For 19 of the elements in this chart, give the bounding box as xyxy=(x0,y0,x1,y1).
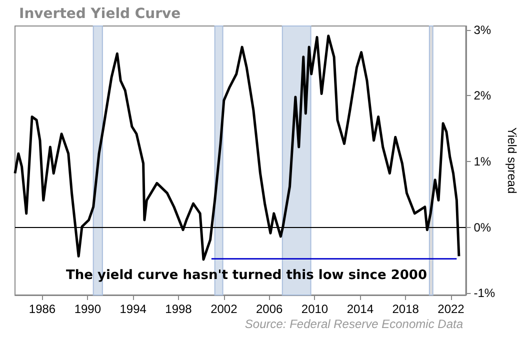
chart-title: Inverted Yield Curve xyxy=(19,6,181,22)
x-tick-label: 1990 xyxy=(74,302,102,316)
x-tick-label: 2022 xyxy=(438,302,465,316)
annotation: The yield curve hasn't turned this low since 2000 xyxy=(66,268,428,283)
x-tick-label: 2014 xyxy=(346,302,374,316)
y2-tick-label: 3% xyxy=(474,22,492,37)
y2-tick-label: -1% xyxy=(474,286,496,300)
x-tick-label: 2006 xyxy=(256,302,284,316)
x-tick-label: 1994 xyxy=(120,302,147,316)
x-tick-label: 2018 xyxy=(392,302,420,316)
x-tick-label: 1998 xyxy=(165,302,192,316)
y2-tick-label: 1% xyxy=(474,154,492,168)
y2-axis-title: Yield spread xyxy=(505,127,519,194)
y2-tick-label: 2% xyxy=(474,88,492,103)
source-note: Source: Federal Reserve Economic Data xyxy=(244,317,464,331)
x-tick-label: 2010 xyxy=(301,302,328,316)
x-tick-label: 2002 xyxy=(210,302,238,316)
x-tick-label: 1986 xyxy=(28,302,56,316)
y2-tick-label: 0% xyxy=(474,220,492,234)
